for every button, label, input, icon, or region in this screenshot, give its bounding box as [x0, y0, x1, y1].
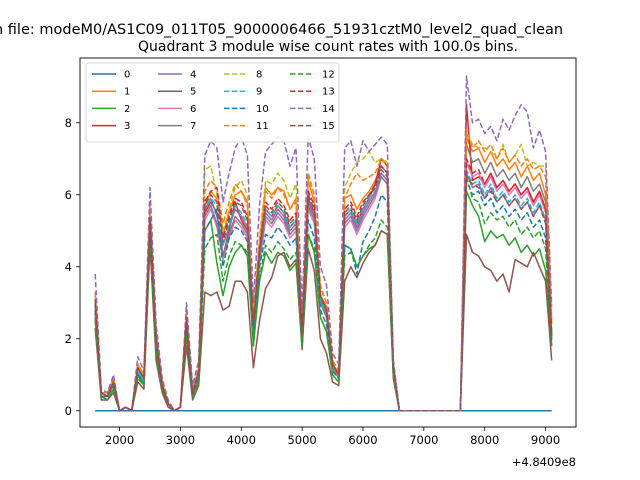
plot-area: [94, 75, 553, 412]
figure-suptitle: n file: modeM0/AS1C09_011T05_9000006466_…: [0, 22, 563, 38]
x-tick-label: 3000: [166, 433, 195, 447]
y-tick-label: 0: [65, 404, 72, 418]
legend-label: 2: [124, 104, 130, 115]
axes-frame: [79, 57, 577, 428]
legend-label: 11: [256, 121, 269, 132]
chart-title: Quadrant 3 module wise count rates with …: [138, 39, 518, 55]
x-tick-label: 7000: [409, 433, 438, 447]
series-line-13: [94, 158, 553, 412]
legend-label: 14: [322, 104, 335, 115]
legend-label: 5: [190, 87, 196, 98]
legend-box: [85, 62, 340, 143]
x-tick-label: 9000: [531, 433, 560, 447]
legend-label: 0: [124, 70, 130, 81]
legend-label: 12: [322, 70, 335, 81]
x-tick-label: 6000: [348, 433, 377, 447]
legend-label: 8: [256, 70, 262, 81]
legend-label: 15: [322, 121, 335, 132]
legend-label: 10: [256, 104, 269, 115]
x-tick-label: 4000: [227, 433, 256, 447]
x-offset-label: +4.8409e8: [512, 455, 576, 469]
x-tick-label: 8000: [470, 433, 499, 447]
series-line-15: [94, 168, 553, 412]
legend-label: 6: [190, 104, 196, 115]
series-line-5: [94, 230, 553, 412]
legend-label: 7: [190, 121, 196, 132]
legend-label: 3: [124, 121, 130, 132]
legend-label: 4: [190, 70, 196, 81]
y-tick-label: 4: [65, 260, 72, 274]
legend-label: 9: [256, 87, 262, 98]
x-tick-label: 5000: [287, 433, 316, 447]
legend-label: 1: [124, 87, 130, 98]
y-tick-label: 8: [65, 116, 72, 130]
legend-label: 13: [322, 87, 335, 98]
y-tick-label: 6: [65, 188, 72, 202]
y-tick-label: 2: [65, 332, 72, 346]
series-line-14: [94, 75, 553, 412]
axis-ticks: 2000 3000 4000 5000 6000 7000 8000 9000 0 2 4 6 8: [65, 116, 561, 447]
x-tick-label: 2000: [105, 433, 134, 447]
